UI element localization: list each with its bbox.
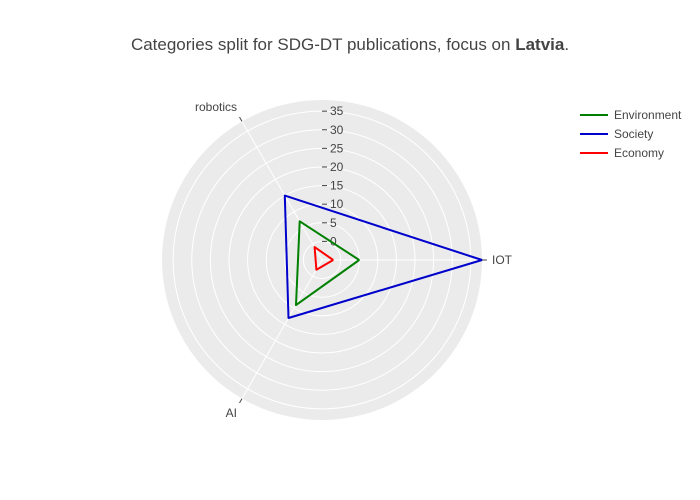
angular-gridline [241,259,323,399]
series-line-society [283,194,483,319]
angular-gridline [241,121,323,261]
series-line-environment [295,220,360,307]
legend-label-economy: Economy [614,146,664,160]
data-point-economy [315,269,317,271]
category-label-ai: AI [226,406,237,420]
category-label-robotics: robotics [195,100,237,114]
data-point-economy [314,246,316,248]
legend-label-society: Society [614,127,653,141]
radial-tick-label: 35 [330,104,344,118]
category-label-iot: IOT [492,253,513,267]
data-point-society [288,317,290,319]
radial-tick-label: 20 [330,160,344,174]
data-point-society [481,259,483,261]
radial-tick-label: 15 [330,179,344,193]
series-line-economy [313,246,334,271]
radial-tick-label: 30 [330,123,344,137]
radial-tick-label: 0 [330,234,337,248]
data-point-environment [295,304,297,306]
data-point-society [284,195,286,197]
radial-tick-label: 5 [330,216,337,230]
legend-label-environment: Environment [614,108,682,122]
angular-tick-mark [239,116,243,122]
data-point-environment [358,259,360,261]
chart-title: Categories split for SDG-DT publications… [131,35,569,54]
legend: Environment Society Economy [580,108,682,160]
angular-tick-mark [239,398,243,404]
data-point-environment [299,220,301,222]
polar-area: 0 5 10 15 20 25 30 35 IOT robotics AI [162,100,513,420]
radial-tick-label: 25 [330,141,344,155]
radial-tick-label: 10 [330,197,344,211]
data-point-economy [332,259,334,261]
